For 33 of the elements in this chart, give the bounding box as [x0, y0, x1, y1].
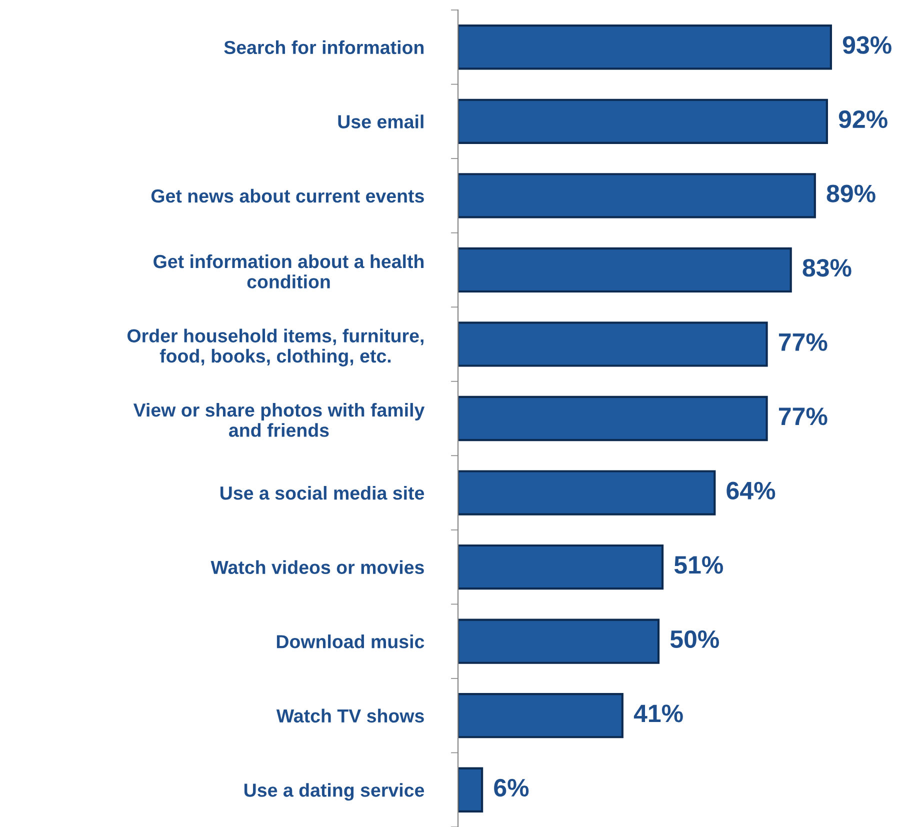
bar [458, 396, 768, 442]
y-tick-label: Use a social media site [220, 486, 424, 500]
data-label: 41% [634, 704, 683, 722]
y-tick-label: Watch videos or movies [210, 560, 424, 574]
bar [458, 173, 816, 218]
data-label: 93% [842, 36, 892, 54]
data-label: 83% [802, 258, 852, 277]
y-tick-label: Order household items, furniture, food, books, clothing, etc. [128, 328, 424, 366]
y-tick-label: Use email [338, 114, 424, 128]
bar [458, 544, 664, 590]
y-tick-label: View or share photos with family and friends [133, 402, 425, 437]
bar [458, 98, 828, 144]
y-tick-label: Search for information [224, 40, 424, 54]
data-label: 77% [778, 408, 828, 426]
bar [458, 767, 484, 812]
bar [458, 693, 624, 738]
y-tick-label: Use a dating service [244, 783, 424, 801]
data-label: 50% [670, 630, 719, 648]
data-label: 77% [778, 333, 828, 351]
bar [458, 247, 792, 293]
data-label: 51% [674, 556, 724, 574]
data-label: 6% [494, 778, 529, 797]
bar [458, 470, 716, 516]
data-label: 89% [826, 184, 876, 202]
bar [458, 322, 768, 367]
data-label: 64% [726, 482, 776, 500]
y-tick-label: Download music [276, 634, 424, 648]
y-tick-label: Watch TV shows [276, 708, 424, 723]
bar [458, 618, 660, 664]
data-label: 92% [838, 110, 888, 128]
y-tick-label: Get news about current events [151, 188, 424, 203]
y-tick-label: Get information about a health condition [154, 254, 424, 288]
bar [458, 24, 832, 70]
